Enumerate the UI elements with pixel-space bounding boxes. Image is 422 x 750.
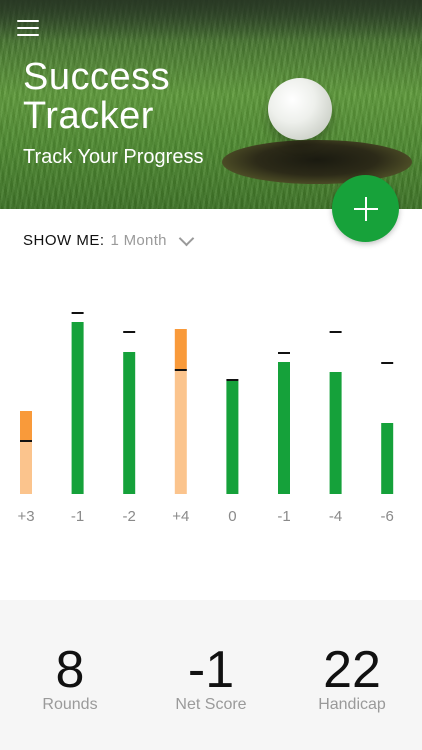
x-tick-label-6: -4 [329, 508, 342, 525]
bar-5 [278, 362, 290, 494]
bar-base-0 [20, 441, 32, 494]
stat-net-score-value: -1 [187, 641, 235, 699]
stat-net-score-label: Net Score [175, 696, 247, 713]
title-line-2: Tracker [23, 95, 154, 137]
bar-base-3 [174, 370, 187, 494]
filter-label: SHOW ME: [23, 232, 105, 249]
bar-over-0 [20, 411, 32, 441]
stat-rounds-label: Rounds [42, 696, 98, 713]
menu-line [17, 34, 39, 36]
filter-value: 1 Month [110, 232, 167, 249]
bar-2 [123, 352, 136, 494]
page-subtitle: Track Your Progress [23, 146, 204, 168]
time-range-selector[interactable]: SHOW ME: 1 Month [23, 230, 195, 249]
background-blur [0, 0, 422, 40]
chevron-down-icon [178, 230, 195, 246]
menu-line [17, 27, 39, 29]
rounds-bar-chart: +3 -1 -2 +4 0 -1 -4 -6 [17, 312, 394, 525]
stat-rounds-value: 8 [55, 641, 85, 699]
x-tick-label-0: +3 [17, 508, 34, 525]
hero-banner: Success Tracker Track Your Progress [0, 0, 422, 209]
page-title: Success Tracker [23, 58, 170, 136]
stat-handicap-label: Handicap [318, 696, 386, 713]
stat-handicap-value: 22 [323, 641, 381, 699]
bar-7 [381, 423, 394, 494]
golf-hole-image [222, 140, 412, 184]
x-tick-label-1: -1 [71, 508, 84, 525]
bar-6 [329, 372, 342, 494]
x-tick-label-5: -1 [277, 508, 290, 525]
hamburger-menu-icon[interactable] [17, 20, 39, 36]
bar-over-3 [174, 329, 187, 370]
x-tick-label-4: 0 [228, 508, 236, 525]
summary-stats-panel: 8 Rounds -1 Net Score 22 Handicap [0, 600, 422, 750]
bar-1 [71, 322, 84, 494]
title-line-1: Success [23, 56, 171, 98]
x-tick-label-7: -6 [381, 508, 394, 525]
bar-4 [226, 381, 239, 494]
x-tick-label-2: -2 [123, 508, 136, 525]
x-tick-label-3: +4 [172, 508, 189, 525]
golf-ball-image [268, 78, 332, 140]
add-round-button[interactable] [332, 175, 399, 242]
menu-line [17, 20, 39, 22]
